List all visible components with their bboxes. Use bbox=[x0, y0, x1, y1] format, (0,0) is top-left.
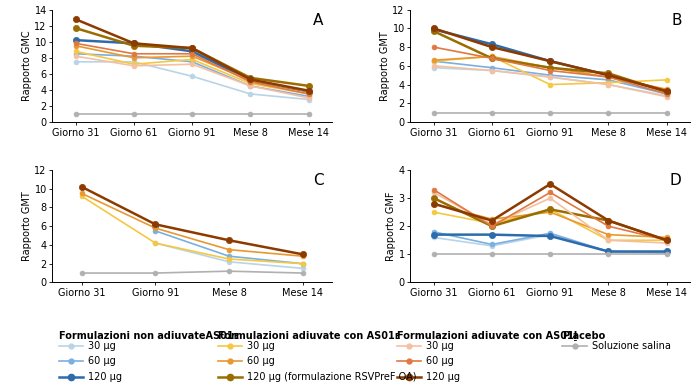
Text: C: C bbox=[313, 173, 323, 189]
Text: Formulazioni adiuvate con AS01ᴇ: Formulazioni adiuvate con AS01ᴇ bbox=[218, 331, 400, 341]
Text: 60 μg: 60 μg bbox=[88, 356, 116, 366]
Text: 120 μg: 120 μg bbox=[426, 372, 460, 382]
Text: A: A bbox=[313, 13, 323, 28]
Text: Soluzione salina: Soluzione salina bbox=[592, 341, 671, 351]
Y-axis label: Rapporto GMT: Rapporto GMT bbox=[22, 191, 31, 261]
Text: 120 μg (formulazione RSVPreF OA): 120 μg (formulazione RSVPreF OA) bbox=[247, 372, 417, 382]
Text: 60 μg: 60 μg bbox=[426, 356, 454, 366]
Text: 120 μg: 120 μg bbox=[88, 372, 122, 382]
Text: D: D bbox=[670, 173, 682, 189]
Text: Formulazioni non adiuvateAS01ᴇ: Formulazioni non adiuvateAS01ᴇ bbox=[59, 331, 238, 341]
Y-axis label: Rapporto GMC: Rapporto GMC bbox=[22, 30, 31, 101]
Text: Formulazioni adiuvate con AS01Ḭ: Formulazioni adiuvate con AS01Ḭ bbox=[397, 331, 577, 341]
Text: Placebo: Placebo bbox=[562, 331, 606, 341]
Text: 30 μg: 30 μg bbox=[247, 341, 275, 351]
Y-axis label: Rapporto GMT: Rapporto GMT bbox=[380, 31, 390, 101]
Text: 30 μg: 30 μg bbox=[88, 341, 116, 351]
Text: B: B bbox=[671, 13, 682, 28]
Text: 60 μg: 60 μg bbox=[247, 356, 275, 366]
Y-axis label: Rapporto GMF: Rapporto GMF bbox=[385, 192, 396, 261]
Text: 30 μg: 30 μg bbox=[426, 341, 454, 351]
